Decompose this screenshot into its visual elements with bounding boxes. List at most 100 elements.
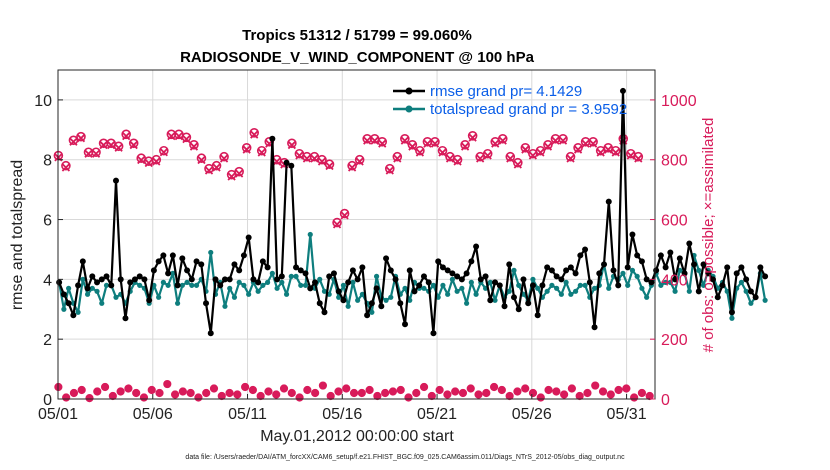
rmse-point [368, 300, 375, 307]
rmse-point [236, 267, 243, 274]
rmse-point [695, 288, 702, 295]
rmse-point [463, 270, 470, 277]
obs-low-marker [186, 388, 195, 398]
obs-assimilated-marker [332, 220, 342, 229]
rmse-point [406, 267, 413, 274]
rmse-point [259, 258, 266, 265]
y-left-tick-label: 4 [43, 272, 52, 289]
rmse-point [539, 282, 546, 289]
rmse-point [430, 330, 437, 337]
totalspread-point [283, 291, 290, 297]
totalspread-point [350, 279, 356, 285]
totalspread-point [208, 249, 214, 256]
totalspread-point [421, 285, 427, 291]
rmse-point [65, 300, 72, 307]
totalspread-point [274, 285, 280, 291]
obs-low-marker [357, 388, 366, 398]
rmse-point [188, 276, 195, 283]
rmse-point [212, 276, 219, 283]
rmse-point [653, 267, 660, 274]
obs-low-marker [241, 382, 250, 392]
totalspread-point [260, 282, 266, 288]
x-tick-label: 05/26 [512, 406, 552, 423]
totalspread-point [743, 288, 749, 294]
totalspread-point [530, 276, 536, 282]
obs-assimilated-marker [347, 163, 357, 172]
rmse-point [392, 276, 399, 283]
rmse-point [302, 270, 309, 277]
obs-possible-marker [128, 138, 139, 149]
totalspread-point [549, 282, 555, 288]
totalspread-point [236, 279, 242, 285]
rmse-point [321, 309, 328, 316]
obs-low-marker [443, 390, 452, 399]
totalspread-point [113, 294, 119, 300]
y-right-tick-label: 0 [661, 392, 670, 409]
obs-assimilated-marker [114, 143, 123, 152]
y-right-tick-label: 1000 [661, 93, 697, 110]
obs-assimilated-marker [144, 158, 153, 168]
rmse-point [98, 276, 105, 283]
obs-low-marker [326, 391, 335, 401]
rmse-point [439, 264, 446, 271]
rmse-point [193, 258, 200, 265]
rmse-point [667, 249, 674, 256]
obs-low-marker [474, 390, 483, 399]
obs-low-marker [295, 393, 304, 402]
rmse-point [174, 282, 181, 289]
rmse-point [676, 255, 683, 262]
rmse-point [250, 276, 257, 283]
obs-assimilated-marker [536, 148, 545, 157]
obs-low-marker [435, 385, 444, 395]
chart-title-line2: RADIOSONDE_V_WIND_COMPONENT @ 100 hPa [180, 49, 535, 66]
obs-assimilated-marker [363, 136, 372, 145]
rmse-point [56, 279, 63, 286]
obs-low-marker [614, 385, 623, 395]
obs-low-marker [178, 387, 187, 396]
obs-low-marker [303, 385, 312, 395]
rmse-point [686, 240, 693, 247]
totalspread-point [298, 282, 304, 288]
rmse-point [624, 264, 631, 271]
obs-possible-marker [211, 160, 222, 171]
totalspread-point [61, 306, 67, 312]
obs-low-marker [233, 390, 242, 399]
obs-count-layer [53, 128, 654, 403]
obs-assimilated-marker [543, 142, 553, 151]
totalspread-point [606, 285, 612, 291]
obs-low-marker [552, 387, 561, 396]
obs-assimilated-marker [129, 140, 138, 150]
obs-low-marker [170, 390, 180, 399]
rmse-point [416, 282, 423, 289]
obs-assimilated-marker [370, 136, 379, 145]
obs-assimilated-marker [445, 154, 455, 163]
obs-possible-marker [633, 151, 644, 162]
obs-assimilated-marker [566, 154, 575, 163]
obs-possible-marker [505, 151, 516, 162]
rmse-point [108, 282, 115, 289]
obs-low-marker [583, 388, 592, 398]
rmse-point [454, 273, 461, 280]
obs-possible-marker [407, 139, 418, 150]
rmse-point [203, 300, 210, 307]
y-left-tick-label: 0 [43, 392, 52, 409]
rmse-point [719, 282, 726, 289]
y-left-tick-label: 8 [43, 153, 52, 170]
rmse-point [155, 258, 162, 265]
y-left-tick-label: 10 [34, 93, 52, 110]
obs-assimilated-marker [167, 131, 176, 141]
obs-assimilated-marker [99, 140, 108, 150]
totalspread-point [165, 282, 171, 288]
totalspread-point [255, 288, 261, 294]
obs-assimilated-marker [84, 149, 93, 158]
rmse-point [743, 276, 750, 283]
rmse-point [572, 270, 579, 277]
totalspread-point [345, 303, 351, 309]
data-file-footer: data file: /Users/raeder/DAI/ATM_forcXX/… [185, 454, 625, 461]
totalspread-point [625, 282, 631, 288]
obs-assimilated-marker [242, 145, 251, 154]
obs-low-marker [466, 384, 475, 393]
obs-low-marker [381, 388, 390, 398]
rmse-point [221, 276, 228, 283]
rmse-point [615, 282, 622, 289]
